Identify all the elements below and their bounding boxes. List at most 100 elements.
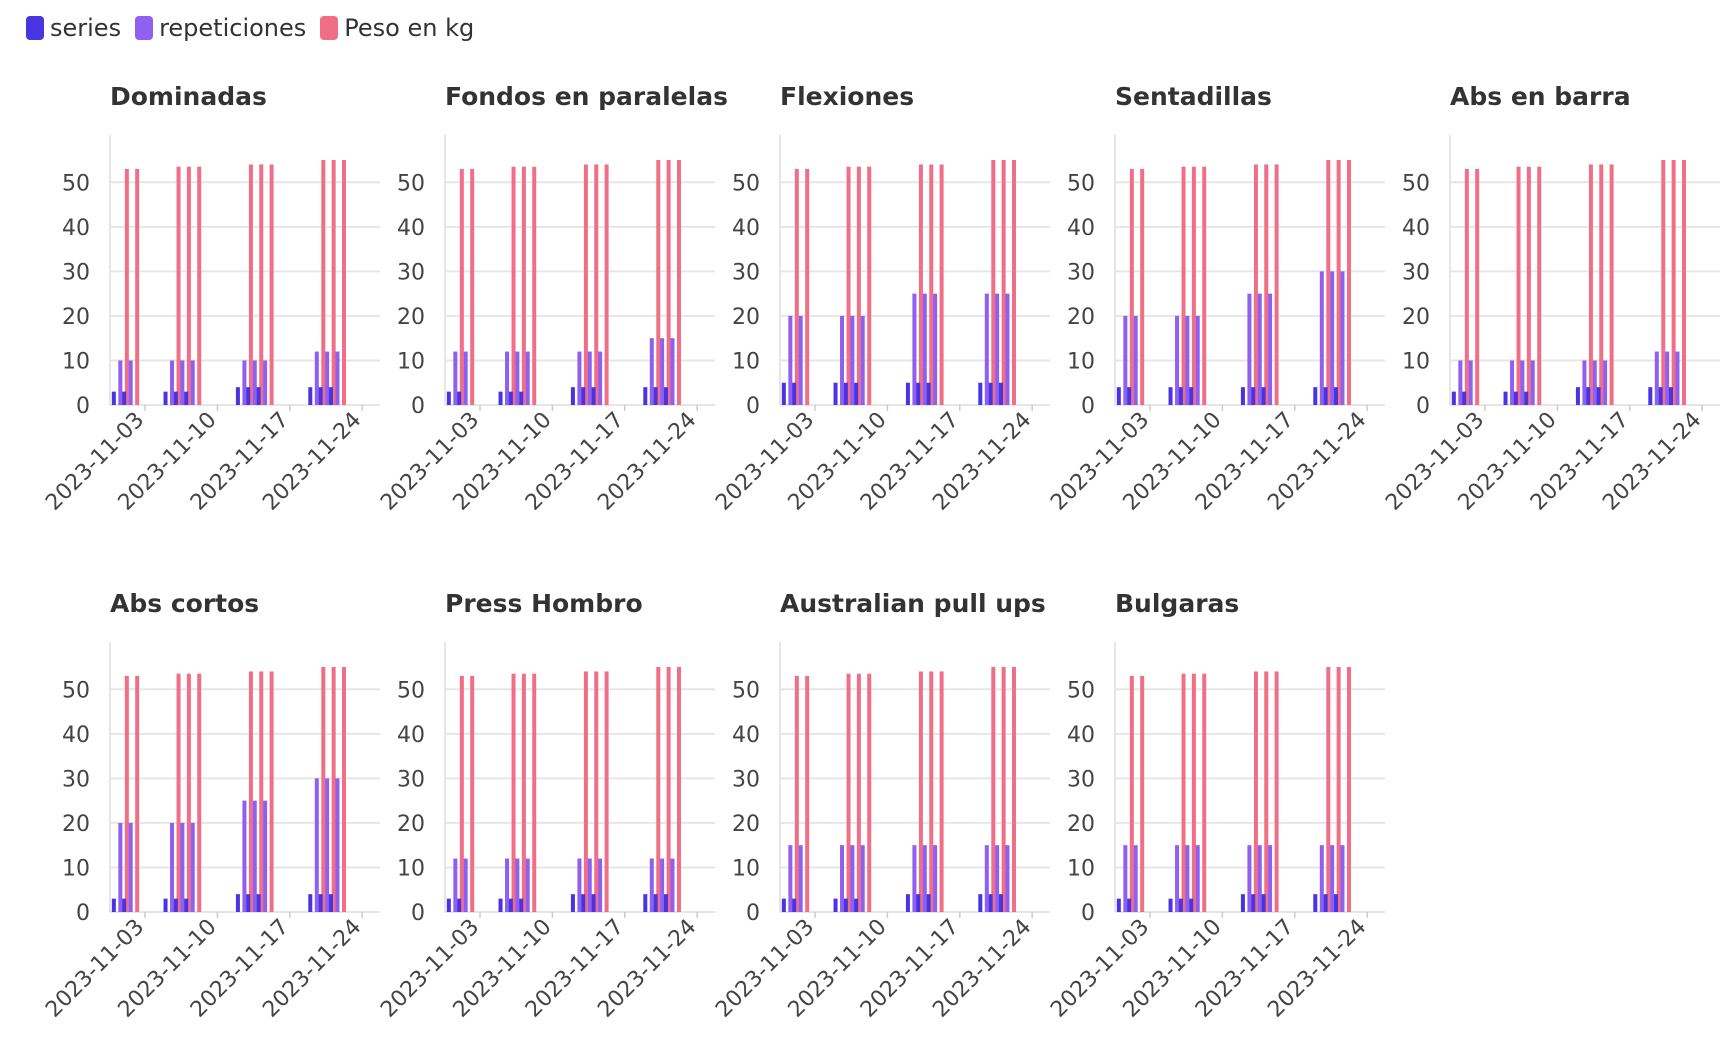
legend-item-series[interactable]: series: [26, 14, 121, 42]
bar-repeticiones[interactable]: [1340, 271, 1345, 405]
bar-peso-en-kg[interactable]: [583, 164, 588, 405]
bar-repeticiones[interactable]: [1520, 360, 1525, 405]
bar-repeticiones[interactable]: [263, 800, 268, 912]
bar-series[interactable]: [1240, 387, 1245, 405]
bar-repeticiones[interactable]: [463, 858, 468, 912]
bar-peso-en-kg[interactable]: [918, 671, 923, 912]
bar-series[interactable]: [1251, 894, 1256, 912]
bar-peso-en-kg[interactable]: [1140, 168, 1145, 405]
bar-repeticiones[interactable]: [453, 351, 458, 405]
bar-peso-en-kg[interactable]: [929, 164, 934, 405]
bar-repeticiones[interactable]: [525, 858, 530, 912]
bar-repeticiones[interactable]: [1185, 315, 1190, 405]
bar-repeticiones[interactable]: [922, 293, 927, 405]
bar-series[interactable]: [978, 382, 983, 405]
bar-peso-en-kg[interactable]: [197, 673, 202, 912]
bar-peso-en-kg[interactable]: [259, 671, 264, 912]
bar-peso-en-kg[interactable]: [521, 673, 526, 912]
bar-repeticiones[interactable]: [1257, 845, 1262, 912]
bar-repeticiones[interactable]: [577, 351, 582, 405]
bar-repeticiones[interactable]: [1195, 845, 1200, 912]
bar-peso-en-kg[interactable]: [269, 164, 274, 405]
bar-peso-en-kg[interactable]: [124, 675, 129, 912]
bar-series[interactable]: [581, 387, 586, 405]
bar-peso-en-kg[interactable]: [470, 675, 475, 912]
bar-series[interactable]: [519, 898, 524, 912]
bar-series[interactable]: [1168, 387, 1173, 405]
bar-peso-en-kg[interactable]: [1464, 168, 1469, 405]
bar-repeticiones[interactable]: [587, 858, 592, 912]
bar-series[interactable]: [1333, 387, 1338, 405]
bar-series[interactable]: [1313, 387, 1318, 405]
bar-series[interactable]: [1462, 391, 1467, 405]
bar-repeticiones[interactable]: [463, 351, 468, 405]
bar-repeticiones[interactable]: [314, 351, 319, 405]
bar-series[interactable]: [1333, 894, 1338, 912]
bar-repeticiones[interactable]: [325, 778, 330, 912]
bar-series[interactable]: [308, 894, 313, 912]
bar-repeticiones[interactable]: [670, 858, 675, 912]
bar-peso-en-kg[interactable]: [1661, 160, 1666, 405]
bar-series[interactable]: [1178, 898, 1183, 912]
bar-peso-en-kg[interactable]: [269, 671, 274, 912]
bar-peso-en-kg[interactable]: [1191, 166, 1196, 405]
bar-repeticiones[interactable]: [453, 858, 458, 912]
bar-repeticiones[interactable]: [118, 360, 123, 405]
bar-peso-en-kg[interactable]: [846, 673, 851, 912]
bar-peso-en-kg[interactable]: [856, 673, 861, 912]
bar-repeticiones[interactable]: [515, 351, 520, 405]
bar-repeticiones[interactable]: [1268, 845, 1273, 912]
bar-peso-en-kg[interactable]: [248, 164, 253, 405]
bar-repeticiones[interactable]: [922, 845, 927, 912]
bar-series[interactable]: [111, 898, 116, 912]
bar-peso-en-kg[interactable]: [1681, 160, 1686, 405]
bar-repeticiones[interactable]: [798, 845, 803, 912]
bar-series[interactable]: [988, 382, 993, 405]
bar-repeticiones[interactable]: [1175, 845, 1180, 912]
bar-peso-en-kg[interactable]: [939, 164, 944, 405]
bar-repeticiones[interactable]: [1133, 845, 1138, 912]
bar-peso-en-kg[interactable]: [1475, 168, 1480, 405]
bar-repeticiones[interactable]: [660, 858, 665, 912]
bar-peso-en-kg[interactable]: [867, 673, 872, 912]
bar-series[interactable]: [1658, 387, 1663, 405]
bar-repeticiones[interactable]: [1330, 845, 1335, 912]
bar-peso-en-kg[interactable]: [1129, 168, 1134, 405]
bar-repeticiones[interactable]: [1123, 845, 1128, 912]
bar-peso-en-kg[interactable]: [794, 675, 799, 912]
bar-series[interactable]: [173, 898, 178, 912]
bar-series[interactable]: [998, 382, 1003, 405]
bar-peso-en-kg[interactable]: [459, 675, 464, 912]
bar-repeticiones[interactable]: [587, 351, 592, 405]
bar-series[interactable]: [591, 894, 596, 912]
bar-series[interactable]: [1189, 898, 1194, 912]
bar-series[interactable]: [184, 898, 189, 912]
bar-peso-en-kg[interactable]: [1011, 667, 1016, 912]
bar-repeticiones[interactable]: [170, 822, 175, 912]
bar-peso-en-kg[interactable]: [1264, 671, 1269, 912]
bar-peso-en-kg[interactable]: [991, 160, 996, 405]
bar-series[interactable]: [905, 894, 910, 912]
bar-repeticiones[interactable]: [912, 293, 917, 405]
bar-peso-en-kg[interactable]: [676, 160, 681, 405]
bar-series[interactable]: [854, 382, 859, 405]
bar-peso-en-kg[interactable]: [459, 168, 464, 405]
bar-series[interactable]: [1313, 894, 1318, 912]
bar-repeticiones[interactable]: [598, 858, 603, 912]
bar-repeticiones[interactable]: [860, 845, 865, 912]
bar-series[interactable]: [988, 894, 993, 912]
bar-peso-en-kg[interactable]: [1001, 160, 1006, 405]
bar-series[interactable]: [508, 898, 513, 912]
bar-series[interactable]: [1451, 391, 1456, 405]
bar-repeticiones[interactable]: [1319, 271, 1324, 405]
bar-peso-en-kg[interactable]: [186, 166, 191, 405]
bar-repeticiones[interactable]: [1247, 293, 1252, 405]
bar-peso-en-kg[interactable]: [186, 673, 191, 912]
bar-peso-en-kg[interactable]: [1140, 675, 1145, 912]
bar-series[interactable]: [318, 387, 323, 405]
bar-repeticiones[interactable]: [670, 338, 675, 405]
bar-series[interactable]: [256, 387, 261, 405]
bar-peso-en-kg[interactable]: [1001, 667, 1006, 912]
bar-series[interactable]: [508, 391, 513, 405]
bar-series[interactable]: [1240, 894, 1245, 912]
